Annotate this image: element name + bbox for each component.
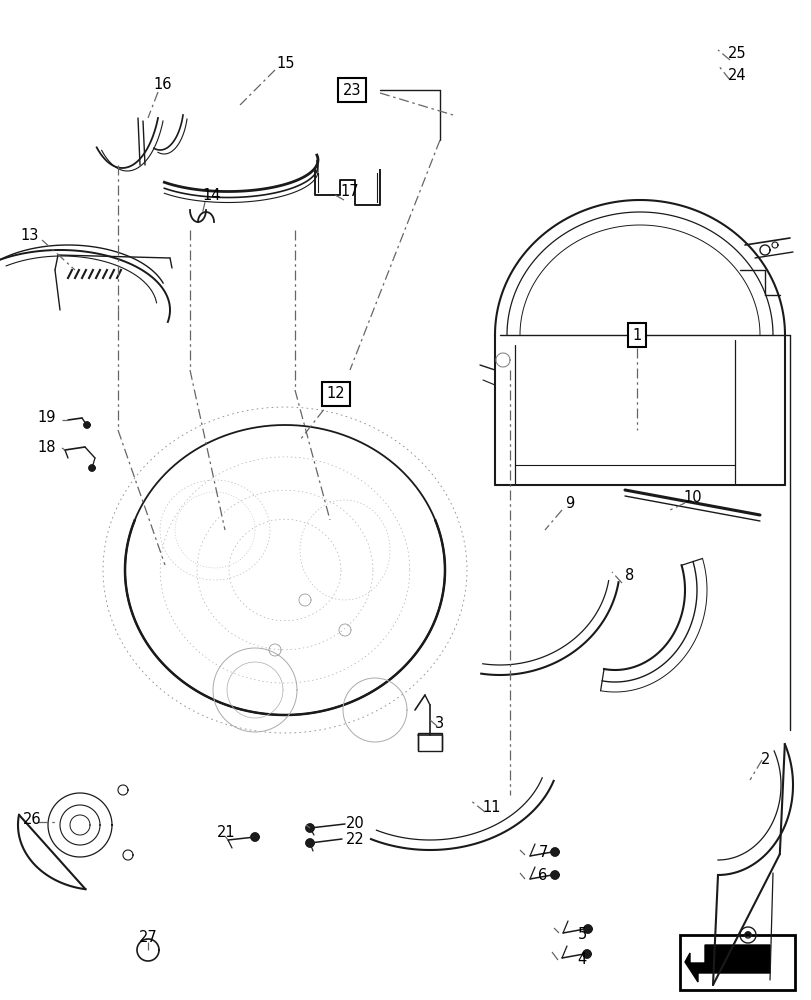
Text: 11: 11: [483, 800, 500, 815]
Polygon shape: [583, 925, 591, 933]
Text: 1: 1: [632, 328, 641, 342]
Polygon shape: [582, 950, 590, 958]
FancyBboxPatch shape: [679, 935, 794, 990]
Text: 5: 5: [577, 927, 586, 942]
Polygon shape: [744, 932, 750, 938]
Text: 18: 18: [37, 440, 56, 454]
Text: 9: 9: [564, 495, 574, 510]
Text: 13: 13: [21, 228, 39, 242]
Polygon shape: [84, 422, 90, 428]
Text: 15: 15: [277, 56, 295, 71]
Text: 6: 6: [538, 868, 547, 883]
Text: 2: 2: [761, 752, 770, 768]
Text: 24: 24: [727, 68, 745, 83]
Text: 17: 17: [341, 184, 359, 200]
Text: 26: 26: [23, 812, 41, 827]
Text: 4: 4: [577, 952, 586, 967]
Text: 21: 21: [217, 825, 235, 840]
Text: 23: 23: [342, 83, 361, 98]
Polygon shape: [251, 833, 259, 841]
Polygon shape: [551, 871, 558, 879]
Text: 27: 27: [139, 930, 157, 945]
Text: 25: 25: [727, 46, 745, 61]
Text: 16: 16: [153, 77, 172, 92]
Text: 8: 8: [624, 568, 634, 582]
Polygon shape: [306, 839, 314, 847]
FancyBboxPatch shape: [418, 733, 441, 751]
Text: 7: 7: [538, 845, 547, 860]
Text: 19: 19: [37, 410, 56, 424]
Polygon shape: [551, 848, 558, 856]
Polygon shape: [684, 945, 769, 982]
Text: 20: 20: [345, 816, 364, 831]
Polygon shape: [306, 824, 314, 832]
Text: 12: 12: [326, 386, 345, 401]
Text: 14: 14: [203, 188, 221, 202]
Polygon shape: [89, 465, 95, 471]
Text: 3: 3: [435, 716, 444, 732]
Text: 22: 22: [345, 832, 364, 847]
Text: 10: 10: [683, 489, 702, 504]
